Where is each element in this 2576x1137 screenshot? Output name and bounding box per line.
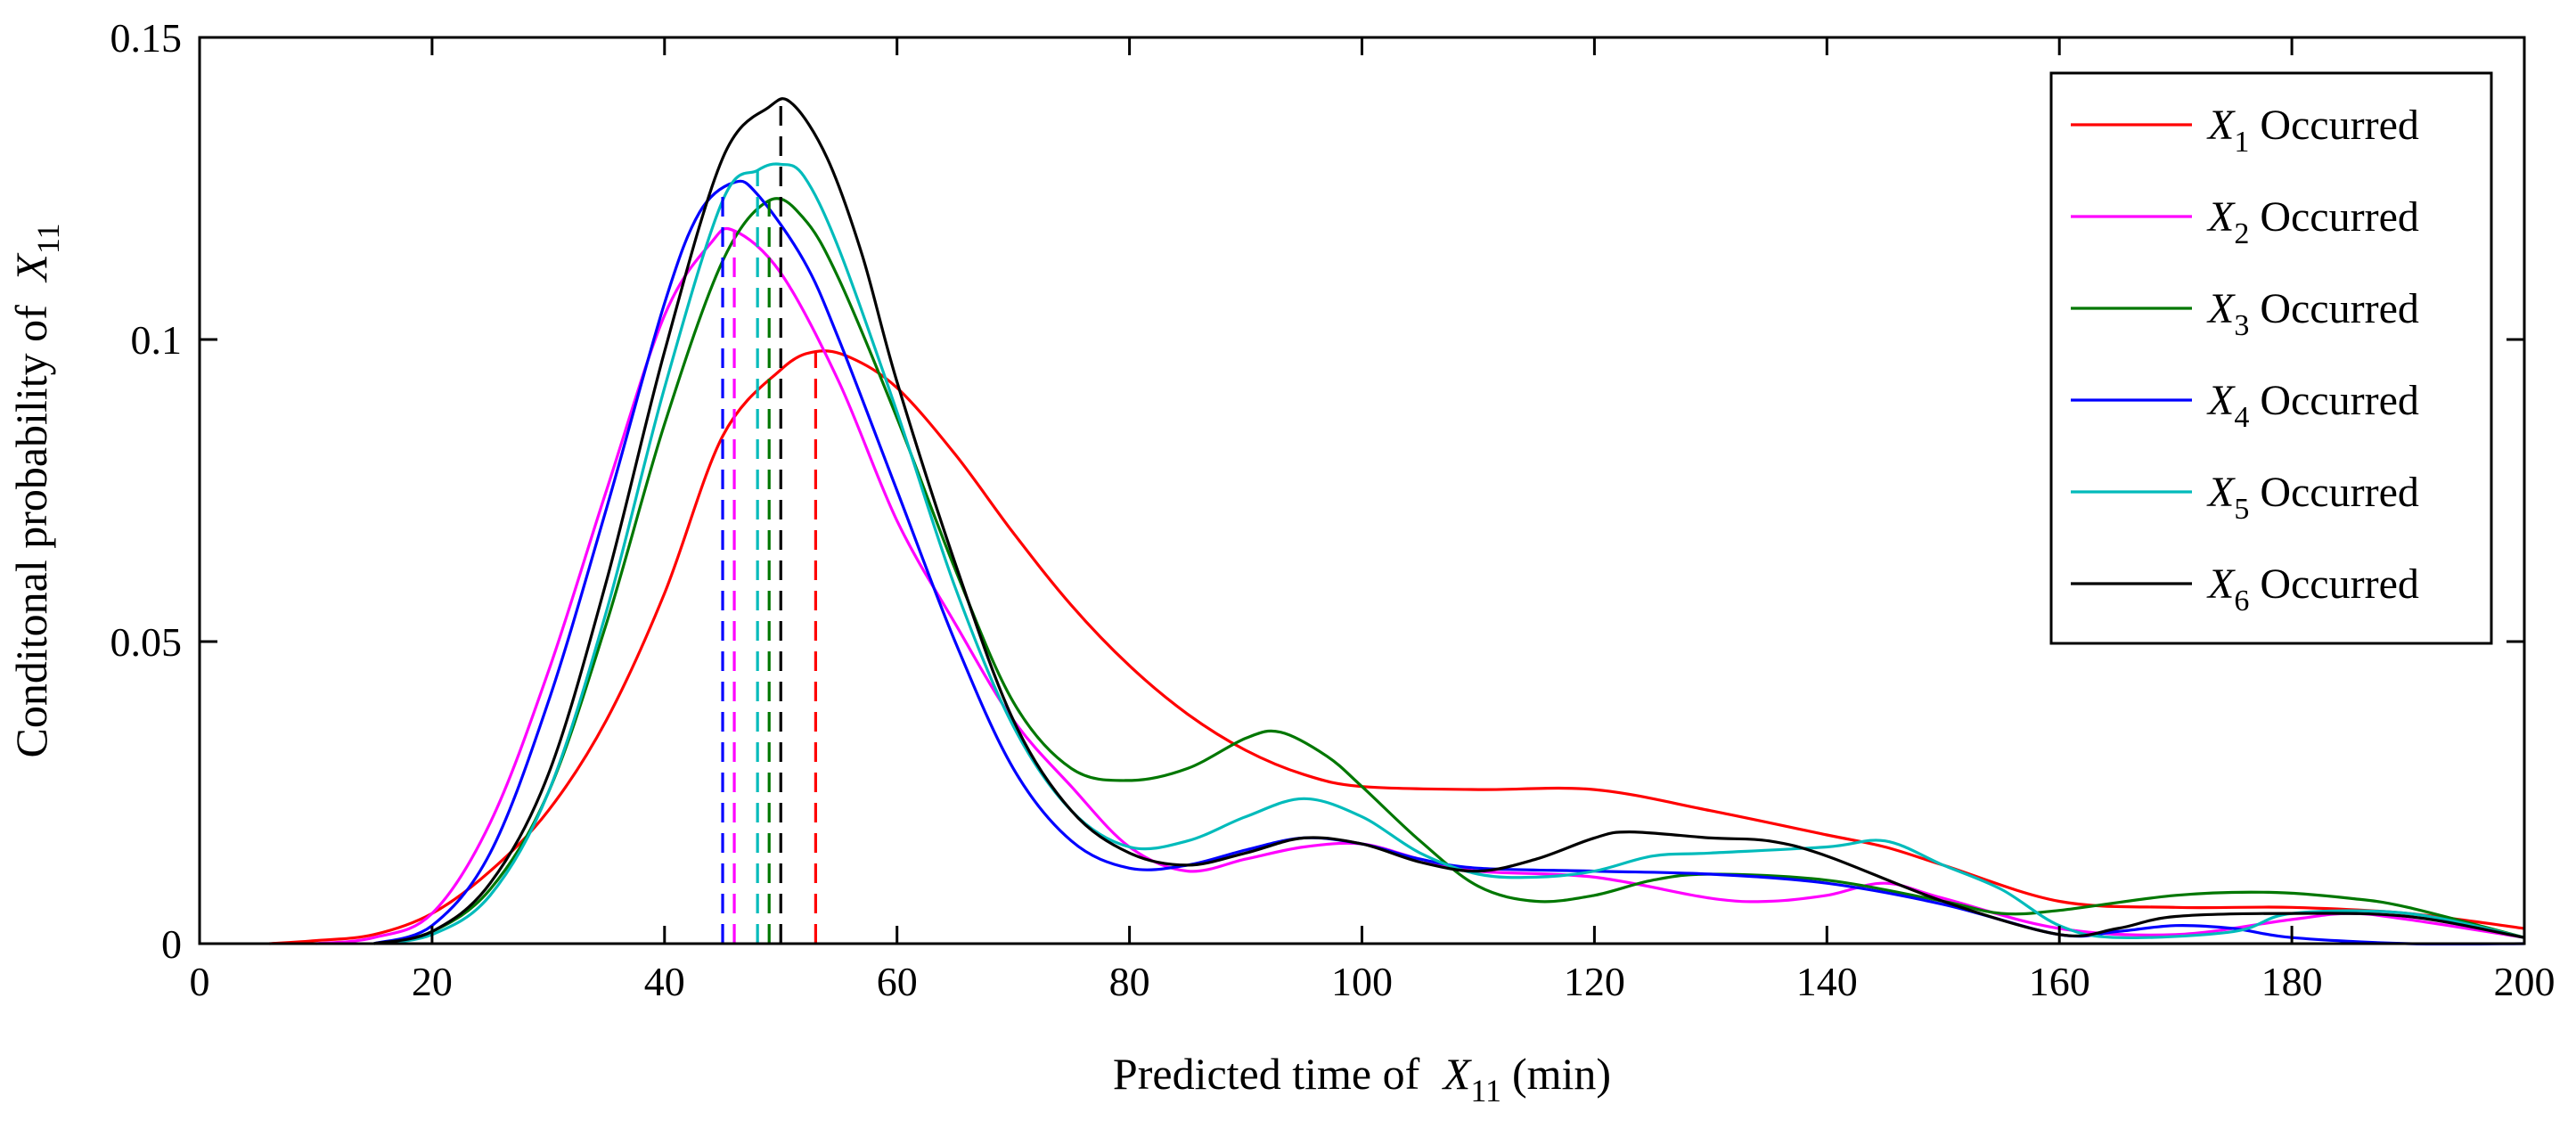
x-tick-label: 60 (877, 959, 918, 1004)
legend-label-x6: X6 Occurred (2206, 560, 2419, 618)
series-line-x6 (373, 97, 2525, 945)
series-line-x5 (373, 162, 2525, 945)
legend-box (2049, 71, 2493, 645)
legend-label-x3: X3 Occurred (2206, 285, 2419, 342)
x-tick-label: 140 (1796, 959, 1858, 1004)
x-tick-label: 200 (2494, 959, 2556, 1004)
x-tick-label: 0 (190, 959, 210, 1004)
legend-label-x5: X5 Occurred (2206, 469, 2419, 526)
x-tick-label: 40 (644, 959, 685, 1004)
y-axis-title: Conditonal probability of X11 (6, 224, 66, 758)
y-tick-label: 0.15 (110, 15, 183, 61)
y-tick-label: 0.1 (131, 317, 183, 363)
peak-markers-layer (721, 105, 817, 944)
curves-layer (269, 97, 2525, 946)
legend-label-x2: X2 Occurred (2206, 193, 2419, 250)
x-tick-label: 20 (412, 959, 453, 1004)
ticks-layer: 0 20 40 60 80 100 120 140 160 180 200 0 0.05 0.1 0.15 (110, 15, 2556, 1004)
series-line-x1 (269, 349, 2525, 945)
x-axis-title: Predicted time of X11 (min) (1113, 1049, 1611, 1108)
x-tick-label: 80 (1109, 959, 1150, 1004)
x-tick-label: 180 (2261, 959, 2323, 1004)
x-tick-label: 160 (2029, 959, 2090, 1004)
y-tick-label: 0.05 (110, 619, 183, 665)
x-tick-label: 100 (1331, 959, 1393, 1004)
legend: X1 Occurred X2 Occurred X3 Occurred X4 Occurred… (2049, 71, 2493, 645)
legend-label-x1: X1 Occurred (2206, 102, 2419, 159)
series-line-x3 (373, 197, 2525, 945)
x-tick-label: 120 (1564, 959, 1625, 1004)
y-tick-label: 0 (161, 921, 182, 967)
legend-label-x4: X4 Occurred (2206, 377, 2419, 434)
